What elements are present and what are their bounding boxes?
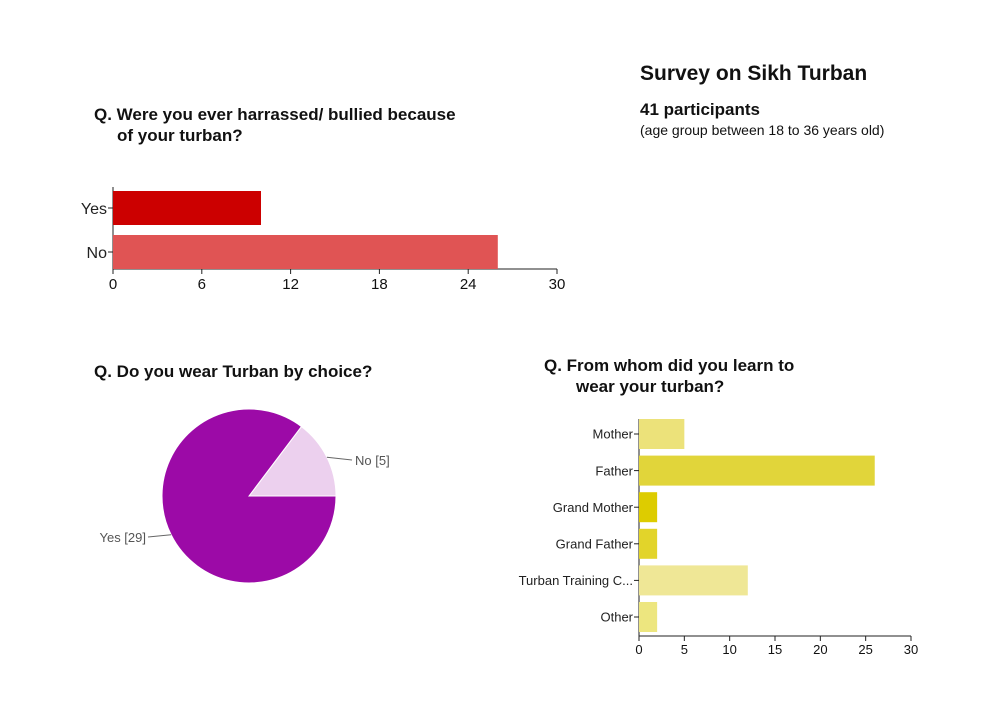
question-harassed-line1: Q. Were you ever harrassed/ bullied beca…: [94, 105, 456, 124]
pie-callout-line: [326, 456, 353, 461]
survey-title: Survey on Sikh Turban: [640, 62, 868, 85]
question-learned-from: Q. From whom did you learn to wear your …: [544, 355, 794, 397]
learned-from-x-tick-label: 10: [722, 642, 736, 657]
learned-from-x-tick-label: 30: [904, 642, 918, 657]
harassed-x-tick-label: 18: [371, 276, 388, 293]
harassed-bar-yes: [113, 191, 261, 225]
learned-from-bar-grand-mother: [639, 492, 658, 523]
question-learned-from-line2: wear your turban?: [576, 377, 725, 396]
pie-callout-line: [147, 534, 172, 538]
learned-from-x-tick-label: 20: [813, 642, 827, 657]
pie-label-no-5: No [5]: [355, 453, 390, 468]
learned-from-category-label-grand-father: Grand Father: [556, 536, 634, 551]
learned-from-category-label-turban-training-c: Turban Training C...: [519, 573, 633, 588]
learned-from-category-label-grand-mother: Grand Mother: [553, 500, 634, 515]
question-harassed-line2: of your turban?: [117, 126, 243, 145]
harassed-x-tick-label: 30: [549, 276, 566, 293]
pie-label-yes-29: Yes [29]: [99, 530, 146, 545]
learned-from-bar-mother: [639, 419, 685, 449]
learned-from-bar-chart: 0 5 10 15 20 25 30 Mother Father Grand Mother Gran…: [519, 419, 918, 657]
learned-from-x-tick-label: 5: [681, 642, 688, 657]
question-by-choice: Q. Do you wear Turban by choice?: [94, 362, 373, 381]
learned-from-bar-father: [639, 455, 875, 486]
harassed-bar-no: [113, 235, 498, 269]
harassed-x-tick-label: 6: [198, 276, 206, 293]
harassed-x-tick-label: 24: [460, 276, 477, 293]
harassed-x-tick-label: 0: [109, 276, 117, 293]
pie-slice-yes-29: [161, 408, 337, 584]
turban-choice-pie-chart: No [5] Yes [29]: [99, 408, 390, 584]
harassed-category-label-yes: Yes: [81, 201, 107, 218]
learned-from-category-label-other: Other: [600, 610, 633, 625]
learned-from-x-tick-label: 0: [635, 642, 642, 657]
learned-from-bar-grand-father: [639, 528, 658, 559]
learned-from-bar-turban-training-c: [639, 565, 748, 596]
learned-from-bar-other: [639, 602, 658, 632]
harassed-x-tick-label: 12: [282, 276, 299, 293]
harassed-category-label-no: No: [87, 245, 108, 262]
learned-from-x-tick-label: 25: [858, 642, 872, 657]
question-harassed: Q. Were you ever harrassed/ bullied beca…: [94, 104, 456, 146]
question-learned-from-line1: Q. From whom did you learn to: [544, 356, 795, 375]
learned-from-category-label-mother: Mother: [593, 427, 634, 442]
participants-count: 41 participants: [640, 100, 760, 119]
pie-slice-no-5: [247, 425, 337, 497]
age-group-note: (age group between 18 to 36 years old): [640, 122, 885, 138]
harassed-bar-chart: 0 6 12 18 24 30 Yes No: [81, 187, 565, 293]
learned-from-category-label-father: Father: [595, 463, 633, 478]
learned-from-x-tick-label: 15: [768, 642, 782, 657]
